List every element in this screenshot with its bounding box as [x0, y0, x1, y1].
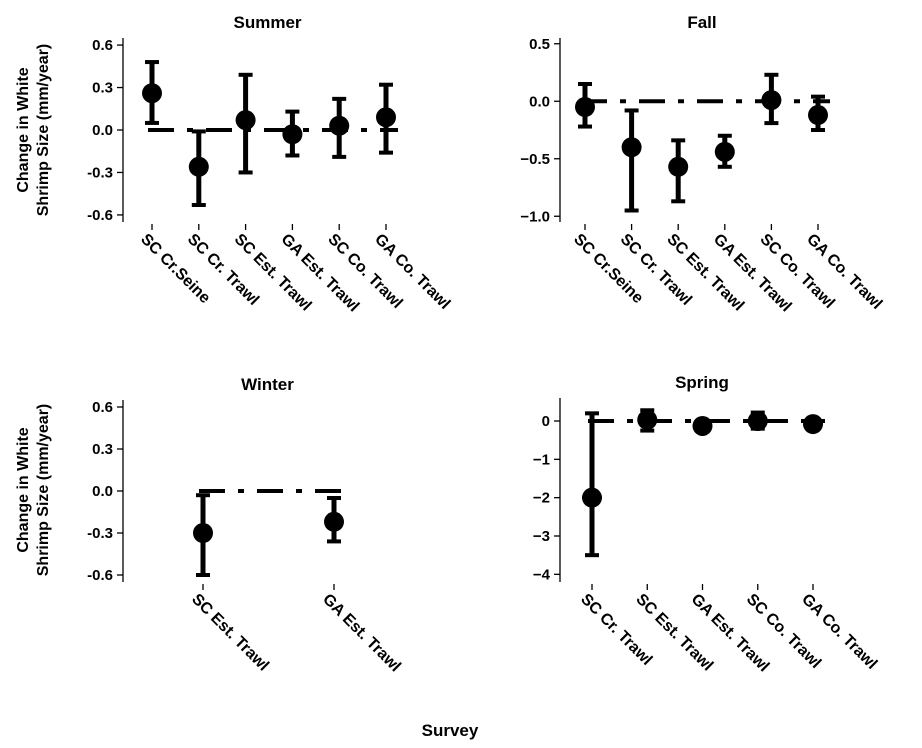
data-point [668, 156, 689, 177]
data-point [747, 411, 768, 431]
data-point [324, 511, 344, 532]
y-tick-label: -0.3 [87, 164, 113, 181]
y-tick-label: 0 [542, 413, 550, 430]
data-point [329, 115, 350, 136]
y-tick-label: −1 [533, 451, 550, 468]
y-tick-label: 0.6 [92, 37, 113, 54]
y-tick-label: −4 [533, 566, 551, 583]
y-tick-label: −3 [533, 528, 550, 545]
y-tick-label: −1.0 [520, 208, 550, 225]
y-tick-label: 0.6 [92, 399, 113, 416]
data-point [621, 137, 642, 158]
panel-title: Spring [675, 373, 729, 392]
panel-winter: Winter -0.6 -0.3 0.0 0.3 0.6 SC Est. Trawl GA E… [87, 375, 404, 675]
y-axis-label-top-line1: Change in White [15, 67, 32, 192]
category-label: SC Est. Trawl [188, 591, 272, 675]
y-axis-label-bottom-line1: Change in White [15, 427, 32, 552]
data-point [692, 415, 713, 436]
y-tick-label: 0.0 [92, 483, 113, 500]
y-axis-label-top-line2: Shrimp Size (mm/year) [35, 44, 52, 217]
panel-title: Fall [687, 13, 716, 32]
panel-title: Winter [241, 375, 294, 394]
data-point [193, 523, 213, 543]
data-point [142, 83, 162, 104]
y-tick-label: −2 [533, 490, 550, 507]
data-point [637, 409, 658, 430]
y-tick-label: 0.0 [92, 122, 113, 139]
data-point [188, 156, 209, 177]
y-axis-label-bottom-line2: Shrimp Size (mm/year) [35, 404, 52, 577]
data-point [803, 414, 823, 435]
y-tick-label: -0.6 [87, 207, 113, 224]
y-tick-label: 0.3 [92, 441, 113, 458]
data-point [808, 105, 828, 126]
y-tick-label: 0.3 [92, 80, 113, 97]
data-point [376, 107, 396, 128]
y-tick-label: 0.5 [529, 36, 550, 53]
y-tick-label: -0.3 [87, 525, 113, 542]
data-point [575, 97, 595, 117]
data-point [714, 141, 735, 162]
data-point [761, 90, 782, 111]
x-axis-label: Survey [422, 721, 479, 740]
data-point [282, 124, 303, 145]
y-tick-label: -0.6 [87, 567, 113, 584]
data-point [235, 110, 256, 131]
y-tick-label: 0.0 [529, 93, 550, 110]
data-point [582, 487, 602, 508]
panel-title: Summer [233, 13, 301, 32]
category-label: GA Est. Trawl [319, 591, 404, 676]
y-tick-label: −0.5 [520, 151, 550, 168]
